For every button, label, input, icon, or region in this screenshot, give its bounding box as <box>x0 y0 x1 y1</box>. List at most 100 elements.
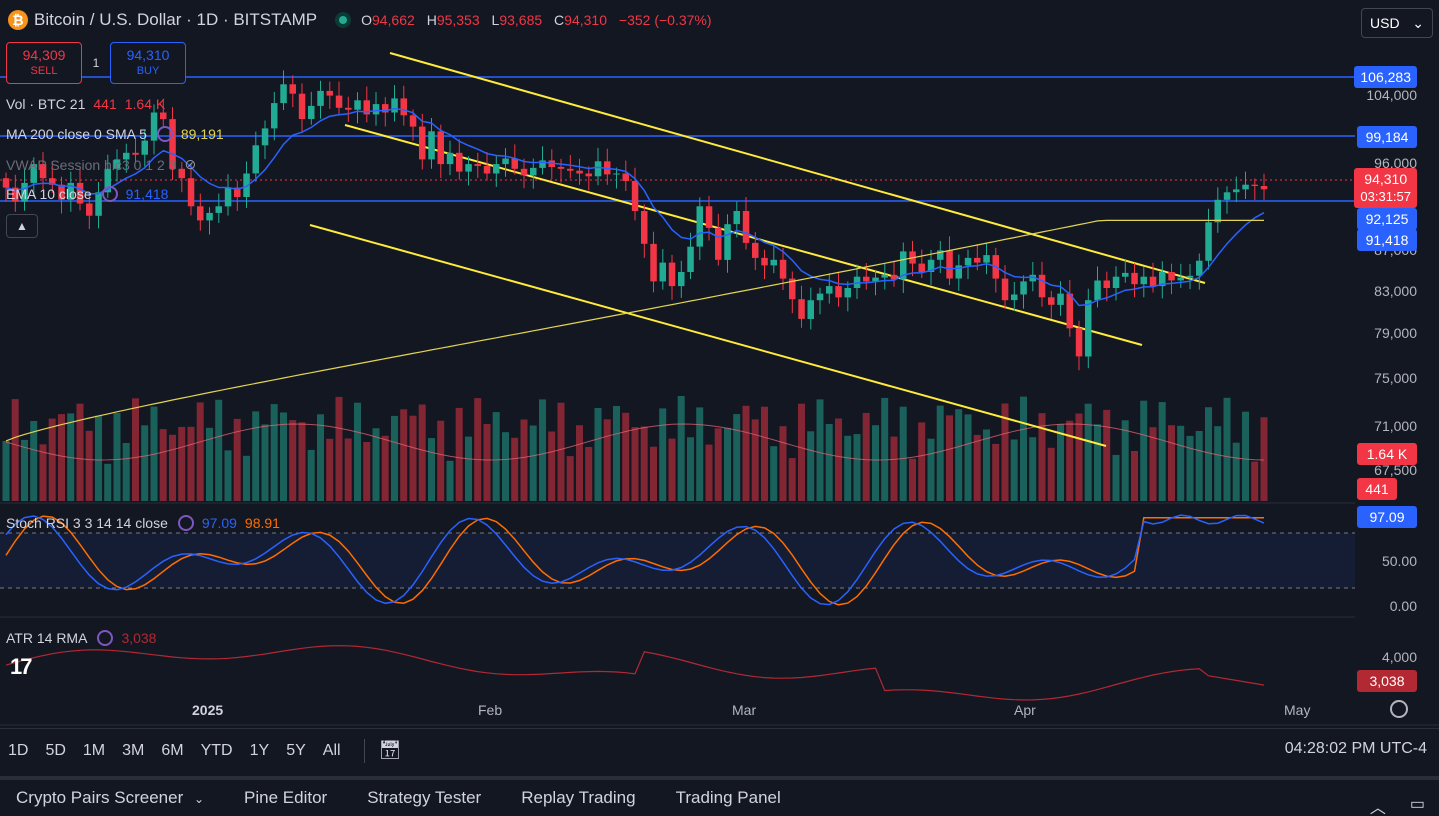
chart-area[interactable]: ₿ Bitcoin / U.S. Dollar · 1D · BITSTAMP … <box>0 0 1439 728</box>
range-1m[interactable]: 1M <box>82 741 106 759</box>
symbol-title[interactable]: Bitcoin / U.S. Dollar · 1D · BITSTAMP <box>34 10 318 29</box>
candle-body <box>132 152 139 155</box>
hidden-eye-icon[interactable]: ⊘ <box>184 156 197 172</box>
price-axis-label: 67,500 <box>1374 462 1417 478</box>
level-tag[interactable]: 106,283 <box>1354 66 1417 88</box>
tab-crypto-pairs-screener[interactable]: Crypto Pairs Screener ⌄ <box>16 788 205 807</box>
vwap-legend[interactable]: VWAP Session hlc3 0 1 2 3 ⊘ <box>6 156 197 173</box>
range-1y[interactable]: 1Y <box>249 741 270 759</box>
volume-bar <box>465 436 472 501</box>
currency-select[interactable]: USD ⌄ <box>1361 8 1433 38</box>
candle-body <box>1048 297 1055 305</box>
volume-bar <box>853 434 861 501</box>
volume-bar <box>58 414 65 501</box>
settings-gear-icon[interactable] <box>1390 700 1408 718</box>
candle-body <box>724 224 731 260</box>
volume-bar <box>714 428 722 501</box>
trade-quantity[interactable]: 1 <box>92 56 100 70</box>
volume-bar <box>844 435 852 501</box>
candle-body <box>715 227 722 260</box>
candle-body <box>594 161 602 177</box>
candle-body <box>354 100 361 110</box>
candle-body <box>733 211 740 225</box>
maximize-panel-icon[interactable]: ▭ <box>1409 796 1425 813</box>
expand-panel-icon[interactable]: ︿ <box>1369 800 1386 816</box>
volume-bar <box>492 412 500 501</box>
volume-bar <box>354 402 361 501</box>
level-tag[interactable]: 99,184 <box>1357 126 1417 148</box>
range-6m[interactable]: 6M <box>161 741 184 759</box>
sell-button[interactable]: 94,309 SELL <box>6 42 82 84</box>
volume-bar <box>298 422 306 501</box>
atr-tag: 3,038 <box>1357 670 1417 692</box>
collapse-legend-button[interactable]: ▲ <box>6 214 38 238</box>
calendar-goto-icon[interactable]: 📅︎ <box>378 740 402 760</box>
volume-bar <box>483 424 491 501</box>
candle-body <box>881 274 888 278</box>
volume-legend[interactable]: Vol · BTC 21 441 1.64 K <box>6 96 166 112</box>
stoch-legend[interactable]: Stoch RSI 3 3 14 14 close 97.09 98.91 <box>6 515 280 531</box>
time-axis-label: Feb <box>478 702 503 718</box>
tab-pine-editor[interactable]: Pine Editor <box>244 788 328 807</box>
candle-body <box>12 187 19 202</box>
candle-body <box>779 259 787 279</box>
ma-legend[interactable]: MA 200 close 0 SMA 5 89,191 <box>6 126 224 142</box>
candle-body <box>280 84 287 104</box>
volume-bar <box>428 438 435 501</box>
volume-bar <box>48 418 56 501</box>
volume-bar <box>437 420 445 501</box>
volume-bar <box>1112 454 1120 501</box>
volume-bar <box>326 438 334 501</box>
range-all[interactable]: All <box>322 741 341 759</box>
candle-body <box>123 152 130 160</box>
volume-bar <box>381 435 389 501</box>
ema-tag[interactable]: 91,418 <box>1357 229 1417 251</box>
candle-body <box>1251 184 1258 186</box>
volume-bar <box>927 438 935 501</box>
volume-bar <box>502 432 509 501</box>
volume-bar <box>159 429 167 501</box>
volume-bar <box>705 444 713 501</box>
clock[interactable]: 04:28:02 PM UTC-4 <box>1284 740 1427 757</box>
ema-legend[interactable]: EMA 10 close 91,418 <box>6 186 169 202</box>
tab-strategy-tester[interactable]: Strategy Tester <box>367 788 482 807</box>
candle-body <box>67 182 74 200</box>
candle-body <box>483 166 491 174</box>
volume-bar <box>585 447 593 501</box>
candle-body <box>918 263 925 272</box>
candle-body <box>789 278 796 300</box>
volume-bar <box>1038 413 1046 501</box>
candle-body <box>391 98 398 113</box>
range-5d[interactable]: 5D <box>45 741 66 759</box>
candle-body <box>687 246 694 272</box>
range-3m[interactable]: 3M <box>122 741 145 759</box>
candle-body <box>576 170 583 174</box>
tab-trading-panel[interactable]: Trading Panel <box>675 788 781 807</box>
candle-body <box>937 250 944 260</box>
volume-bar <box>2 441 10 501</box>
bottom-panel-tabs: Crypto Pairs Screener ⌄ Pine Editor Stra… <box>0 776 1439 816</box>
level-tag[interactable]: 92,125 <box>1357 208 1417 230</box>
tab-replay-trading[interactable]: Replay Trading <box>521 788 636 807</box>
price-axis-label: 71,000 <box>1374 418 1417 434</box>
atr-legend[interactable]: ATR 14 RMA 3,038 <box>6 630 157 646</box>
candle-body <box>668 262 676 287</box>
volume-bar <box>909 458 916 501</box>
candle-body <box>613 173 620 175</box>
buy-button[interactable]: 94,310 BUY <box>110 42 186 84</box>
volume-bar <box>224 450 232 501</box>
range-5y[interactable]: 5Y <box>286 741 306 759</box>
volume-bar <box>11 399 19 501</box>
main-chart-svg[interactable] <box>0 0 1439 728</box>
volume-bar <box>1214 426 1222 501</box>
current-price-tag[interactable]: 94,310 03:31:57 <box>1354 168 1417 208</box>
volume-bar <box>187 426 195 501</box>
candle-body <box>160 112 167 120</box>
candle-body <box>826 286 833 294</box>
candle-body <box>271 103 278 129</box>
candle-body <box>511 158 518 169</box>
candle-body <box>844 288 851 298</box>
range-ytd[interactable]: YTD <box>200 741 233 759</box>
range-1d[interactable]: 1D <box>8 741 29 759</box>
candle-body <box>659 262 666 282</box>
